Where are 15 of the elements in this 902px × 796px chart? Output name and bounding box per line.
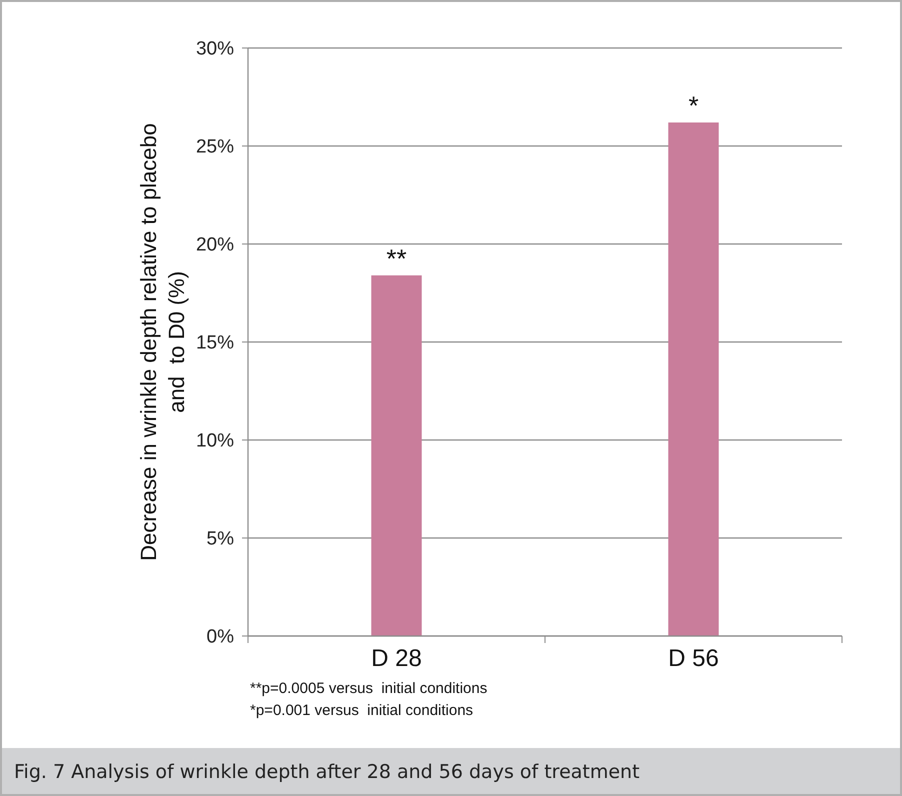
y-tick-label: 10% [196,430,234,452]
text: **p=0.0005 versus initial conditions [250,680,488,697]
text: Fig. 7 Analysis of wrinkle depth after 28 and 56 days of treatment [14,761,640,783]
annotation: * [688,90,699,120]
text: *p=0.001 versus initial conditions [250,702,474,719]
y-tick-label: 25% [196,136,234,158]
x-tick-label: D 28 [371,645,422,672]
annotation: ** [386,243,407,274]
y-tick-label: 5% [206,528,234,550]
y-tick-label: 0% [206,626,234,648]
y-tick-label: 30% [196,38,234,60]
x-tick-label: D 56 [668,645,719,672]
y-axis-title: Decrease in wrinkle depth relative to placebo and to D0 (%) [136,123,189,561]
y-tick-label: 20% [196,234,234,256]
y-tick-label: 15% [196,332,234,354]
